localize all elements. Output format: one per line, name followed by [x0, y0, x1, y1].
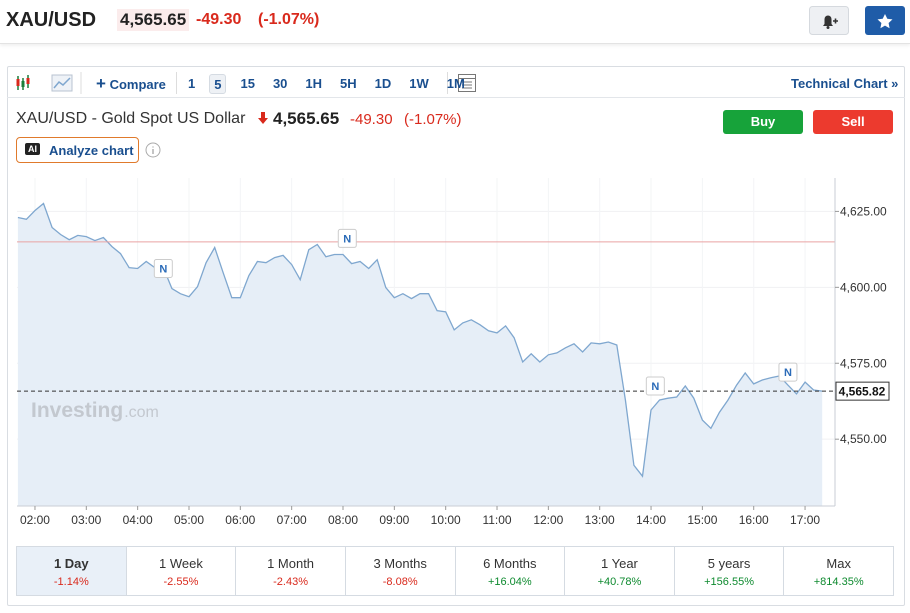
period-label: 1 Year [601, 556, 638, 571]
interval-button[interactable]: 1 [188, 76, 196, 91]
period-cell[interactable]: 5 years +156.55% [673, 547, 784, 595]
x-tick-label: 17:00 [790, 513, 820, 527]
news-marker-label: N [784, 367, 792, 379]
x-tick-label: 05:00 [174, 513, 204, 527]
period-table: 1 Day -1.14% 1 Week -2.55% 1 Month -2.43% 3 Mo… [16, 546, 894, 596]
period-label: 1 Month [267, 556, 315, 571]
x-tick-label: 06:00 [225, 513, 255, 527]
period-cell[interactable]: 1 Year +40.78% [564, 547, 674, 595]
layout-icon[interactable] [457, 73, 477, 93]
period-label: 1 Day [53, 556, 89, 571]
period-label: 1 Week [159, 556, 203, 571]
technical-chart-link[interactable]: Technical Chart » [791, 76, 899, 91]
period-change: -2.55% [163, 576, 199, 588]
news-marker[interactable] [778, 362, 798, 382]
period-label: 6 Months [483, 556, 537, 571]
period-change: -1.14% [53, 576, 89, 588]
header: XAU/USD 4,565.65 -49.30 (-1.07%) [0, 0, 910, 44]
y-tick-label: 4,575.00 [840, 356, 887, 370]
price: 4,565.65 [117, 9, 190, 31]
period-cell[interactable]: 6 Months +16.04% [454, 547, 565, 595]
period-change: -2.43% [273, 576, 308, 588]
x-tick-label: 13:00 [585, 513, 615, 527]
info-icon[interactable] [145, 142, 161, 158]
interval-button[interactable]: 5 [209, 74, 227, 94]
period-change: +156.55% [704, 576, 754, 588]
compare-button[interactable]: + Compare [96, 74, 166, 93]
x-tick-label: 07:00 [277, 513, 307, 527]
period-cell[interactable]: Max +814.35% [783, 547, 893, 595]
interval-button[interactable]: 1M [446, 76, 465, 91]
news-marker[interactable] [337, 228, 357, 248]
y-tick-label: 4,625.00 [840, 204, 887, 218]
ai-badge: AI [25, 143, 40, 155]
alert-button[interactable] [809, 6, 849, 35]
quote-price: 4,565.65 [273, 109, 340, 128]
interval-button[interactable]: 1H [305, 76, 323, 91]
watermark: Investing [31, 399, 123, 422]
price-line [17, 202, 823, 478]
x-tick-label: 02:00 [20, 513, 50, 527]
chart-type-icons[interactable] [14, 72, 84, 94]
news-marker-label: N [343, 233, 351, 245]
analyze-button[interactable]: AI Analyze chart [16, 137, 139, 163]
chart: Investing .com 4,565.82 4,625.00 4,600.00 4,5… [17, 178, 890, 527]
period-label: 3 Months [373, 556, 427, 571]
divider [7, 97, 905, 98]
sell-button[interactable]: Sell [813, 110, 893, 134]
quote-change: -49.30 [350, 111, 393, 128]
interval-button[interactable]: 5H [340, 76, 357, 91]
change: -49.30 [196, 11, 242, 28]
x-tick-label: 08:00 [328, 513, 358, 527]
interval-button[interactable]: 30 [272, 76, 288, 91]
period-change: -8.08% [382, 576, 418, 588]
period-change: +814.35% [813, 576, 864, 588]
period-change: +16.04% [487, 576, 532, 588]
x-tick-label: 11:00 [482, 513, 511, 527]
news-marker[interactable] [645, 376, 665, 396]
x-tick-label: 09:00 [379, 513, 409, 527]
x-tick-label: 12:00 [533, 513, 563, 527]
interval-button[interactable]: 1D [374, 76, 392, 91]
period-cell[interactable]: 1 Week -2.55% [125, 547, 236, 595]
x-tick-label: 03:00 [71, 513, 101, 527]
divider [176, 72, 177, 94]
interval-button[interactable]: 15 [240, 76, 255, 91]
x-tick-label: 04:00 [123, 513, 153, 527]
period-change: +40.78% [597, 576, 642, 588]
x-tick-label: 10:00 [431, 513, 461, 527]
divider [447, 72, 448, 94]
x-tick-label: 16:00 [739, 513, 769, 527]
down-arrow [258, 112, 268, 124]
watermark-suffix: .com [124, 404, 159, 421]
y-tick-label: 4,600.00 [840, 280, 887, 294]
news-marker[interactable] [153, 259, 173, 279]
period-cell[interactable]: 3 Months -8.08% [344, 547, 455, 595]
period-label: Max [826, 556, 851, 571]
x-tick-label: 15:00 [687, 513, 717, 527]
period-cell[interactable]: 1 Day -1.14% [17, 547, 126, 595]
last-price-label: 4,565.82 [839, 385, 886, 399]
chart-panel [7, 66, 905, 606]
change-pct: (-1.07%) [258, 11, 320, 28]
watchlist-button[interactable] [865, 6, 905, 35]
period-label: 5 years [707, 556, 751, 571]
buy-button[interactable]: Buy [723, 110, 803, 134]
analyze-label: Analyze chart [49, 143, 134, 158]
compare-label: Compare [109, 77, 166, 92]
symbol: XAU/USD [6, 9, 97, 31]
news-marker-label: N [159, 264, 167, 276]
y-tick-label: 4,550.00 [840, 432, 887, 446]
x-tick-label: 14:00 [636, 513, 666, 527]
news-marker-label: N [651, 381, 659, 393]
period-cell[interactable]: 1 Month -2.43% [235, 547, 345, 595]
last-price-box [835, 381, 890, 401]
quote-change-pct: (-1.07%) [404, 111, 462, 128]
interval-button[interactable]: 1W [409, 76, 429, 91]
instrument-name: XAU/USD - Gold Spot US Dollar [16, 110, 246, 127]
area-fill [17, 203, 823, 506]
